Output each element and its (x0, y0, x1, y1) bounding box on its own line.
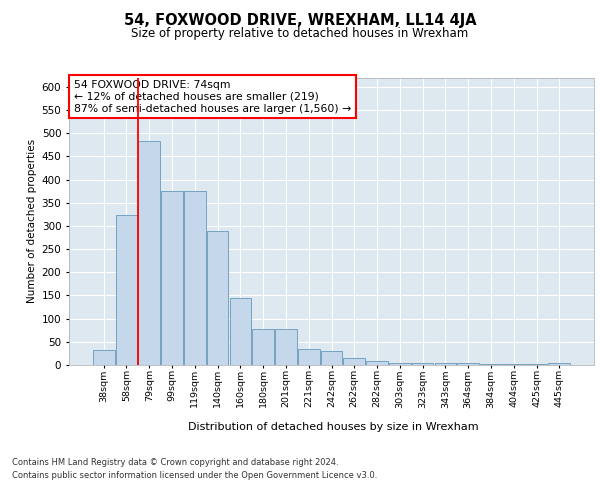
Bar (366, 362, 388, 365)
Y-axis label: Number of detached properties: Number of detached properties (28, 139, 37, 304)
Bar (548, 362, 570, 365)
Text: Contains public sector information licensed under the Open Government Licence v3: Contains public sector information licen… (12, 470, 377, 480)
Bar (389, 362, 410, 365)
Bar (253, 330, 274, 365)
Text: 54 FOXWOOD DRIVE: 74sqm
← 12% of detached houses are smaller (219)
87% of semi-d: 54 FOXWOOD DRIVE: 74sqm ← 12% of detache… (74, 80, 352, 114)
Bar (457, 362, 479, 365)
Bar (116, 215, 137, 365)
Bar (161, 190, 183, 365)
Text: Distribution of detached houses by size in Wrexham: Distribution of detached houses by size … (188, 422, 478, 432)
Bar (139, 141, 160, 365)
Bar (230, 298, 251, 365)
Bar (412, 362, 433, 365)
Bar (503, 364, 524, 365)
Text: 54, FOXWOOD DRIVE, WREXHAM, LL14 4JA: 54, FOXWOOD DRIVE, WREXHAM, LL14 4JA (124, 12, 476, 28)
Bar (275, 330, 297, 365)
Bar (480, 364, 502, 365)
Bar (434, 362, 456, 365)
Bar (184, 190, 206, 365)
Bar (343, 358, 365, 365)
Bar (207, 230, 229, 365)
Bar (298, 349, 320, 365)
Text: Contains HM Land Registry data © Crown copyright and database right 2024.: Contains HM Land Registry data © Crown c… (12, 458, 338, 467)
Text: Size of property relative to detached houses in Wrexham: Size of property relative to detached ho… (131, 28, 469, 40)
Bar (93, 350, 115, 365)
Bar (526, 364, 547, 365)
Bar (320, 351, 343, 365)
